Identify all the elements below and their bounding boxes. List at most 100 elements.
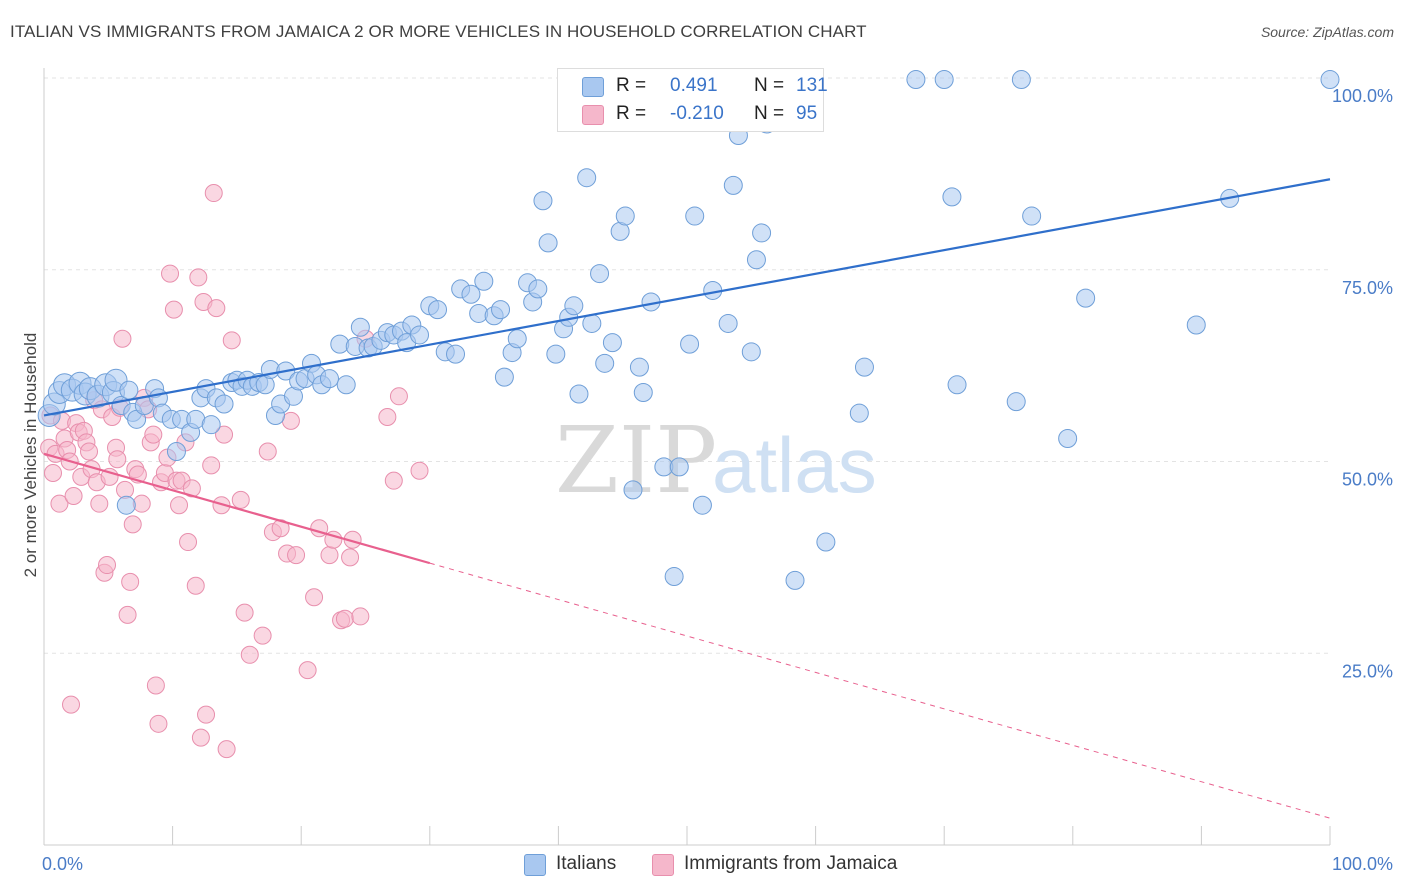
legend-r-label: R = (616, 75, 647, 96)
grid-lines (44, 77, 1330, 654)
series-legend: Italians Immigrants from Jamaica (0, 852, 1406, 878)
italian-point (494, 367, 514, 387)
italian-point (741, 342, 761, 362)
jamaica-point (121, 572, 140, 591)
jamaica-point (118, 605, 137, 624)
y-tick-label: 25.0% (1342, 661, 1393, 681)
jamaica-point (215, 425, 234, 444)
x-tick-labels: 0.0% 100.0% (42, 854, 1393, 874)
jamaica-point (170, 496, 189, 515)
italian-point (718, 313, 738, 333)
jamaica-point (378, 408, 397, 427)
italian-point (214, 394, 234, 414)
watermark-atlas: atlas (712, 421, 877, 509)
italian-point (569, 384, 589, 404)
italian-point (201, 415, 221, 435)
italian-point (116, 495, 136, 515)
italian-point (582, 313, 602, 333)
legend-r-value: -0.210 (670, 103, 724, 124)
jamaica-point (231, 490, 250, 509)
jamaica-point (189, 268, 208, 287)
jamaica-point (80, 442, 99, 461)
italian-point (934, 70, 954, 90)
series-label-jamaica: Immigrants from Jamaica (684, 853, 898, 874)
jamaica-point (202, 456, 221, 475)
italian-point (906, 70, 926, 90)
italian-point (538, 233, 558, 253)
jamaica-point (222, 331, 241, 350)
italian-point (119, 380, 139, 400)
jamaica-point (161, 264, 180, 283)
legend-n-label: N = (754, 75, 785, 96)
italian-point (1022, 206, 1042, 226)
italian-point (446, 344, 466, 364)
italian-point (595, 353, 615, 373)
jamaica-point (204, 184, 223, 203)
jamaica-point (144, 425, 163, 444)
trend-lines (43, 178, 1331, 819)
jamaica-point (341, 548, 360, 567)
legend-n-value: 131 (796, 75, 828, 96)
source-credit: Source: ZipAtlas.com (1260, 24, 1394, 40)
jamaica-point (146, 676, 165, 695)
y-axis-label: 2 or more Vehicles in Household (21, 333, 40, 578)
italian-point (849, 403, 869, 423)
jamaica-point (217, 740, 236, 759)
italian-point (336, 375, 356, 395)
jamaica-point (320, 546, 339, 565)
jamaica-point (50, 494, 69, 513)
y-tick-label: 100.0% (1332, 86, 1393, 106)
jamaica-point (64, 487, 83, 506)
jamaica-point (123, 515, 142, 534)
jamaica-point (113, 329, 132, 348)
italian-point (461, 284, 481, 304)
y-tick-label: 50.0% (1342, 470, 1393, 490)
italian-point (507, 329, 527, 349)
italian-point (319, 369, 339, 389)
italian-point (166, 442, 186, 462)
italian-point (629, 357, 649, 377)
jamaica-point (191, 728, 210, 747)
legend-swatch-jamaica (582, 105, 604, 125)
jamaica-point (207, 299, 226, 318)
italian-point (947, 375, 967, 395)
jamaica-point (235, 603, 254, 622)
italian-point (723, 175, 743, 195)
legend-n-value: 95 (796, 103, 818, 124)
axes (43, 68, 1331, 846)
jamaica-trend-line (43, 452, 431, 565)
italian-point (528, 279, 548, 299)
jamaica-point (164, 300, 183, 319)
italian-point (350, 317, 370, 337)
italian-point (633, 382, 653, 402)
chart-title: ITALIAN VS IMMIGRANTS FROM JAMAICA 2 OR … (10, 22, 867, 41)
italian-point (623, 480, 643, 500)
jamaica-point (44, 464, 63, 483)
jamaica-point (197, 705, 216, 724)
legend-swatch-italians (582, 77, 604, 97)
jamaica-point (186, 576, 205, 595)
italian-point (1011, 70, 1031, 90)
italian-point (942, 187, 962, 207)
jamaica-point (287, 546, 306, 565)
jamaica-point (90, 494, 109, 513)
series-label-italians: Italians (556, 853, 617, 874)
italian-point (669, 457, 689, 477)
watermark: ZIP atlas (555, 407, 877, 514)
series-swatch-jamaica (652, 854, 674, 876)
italian-point (785, 570, 805, 590)
y-tick-labels: 25.0% 50.0% 75.0% 100.0% (1332, 86, 1393, 681)
italian-point (680, 334, 700, 354)
italians-trend-line (43, 178, 1331, 417)
series-swatch-italians (524, 854, 546, 876)
italian-point (615, 206, 635, 226)
italian-point (602, 333, 622, 353)
italian-point (854, 357, 874, 377)
y-tick-label: 75.0% (1342, 278, 1393, 298)
italian-point (590, 264, 610, 284)
jamaica-point (253, 626, 272, 645)
jamaica-point (179, 533, 198, 552)
jamaica-point (132, 494, 151, 513)
italian-point (474, 271, 494, 291)
jamaica-point (298, 661, 317, 680)
